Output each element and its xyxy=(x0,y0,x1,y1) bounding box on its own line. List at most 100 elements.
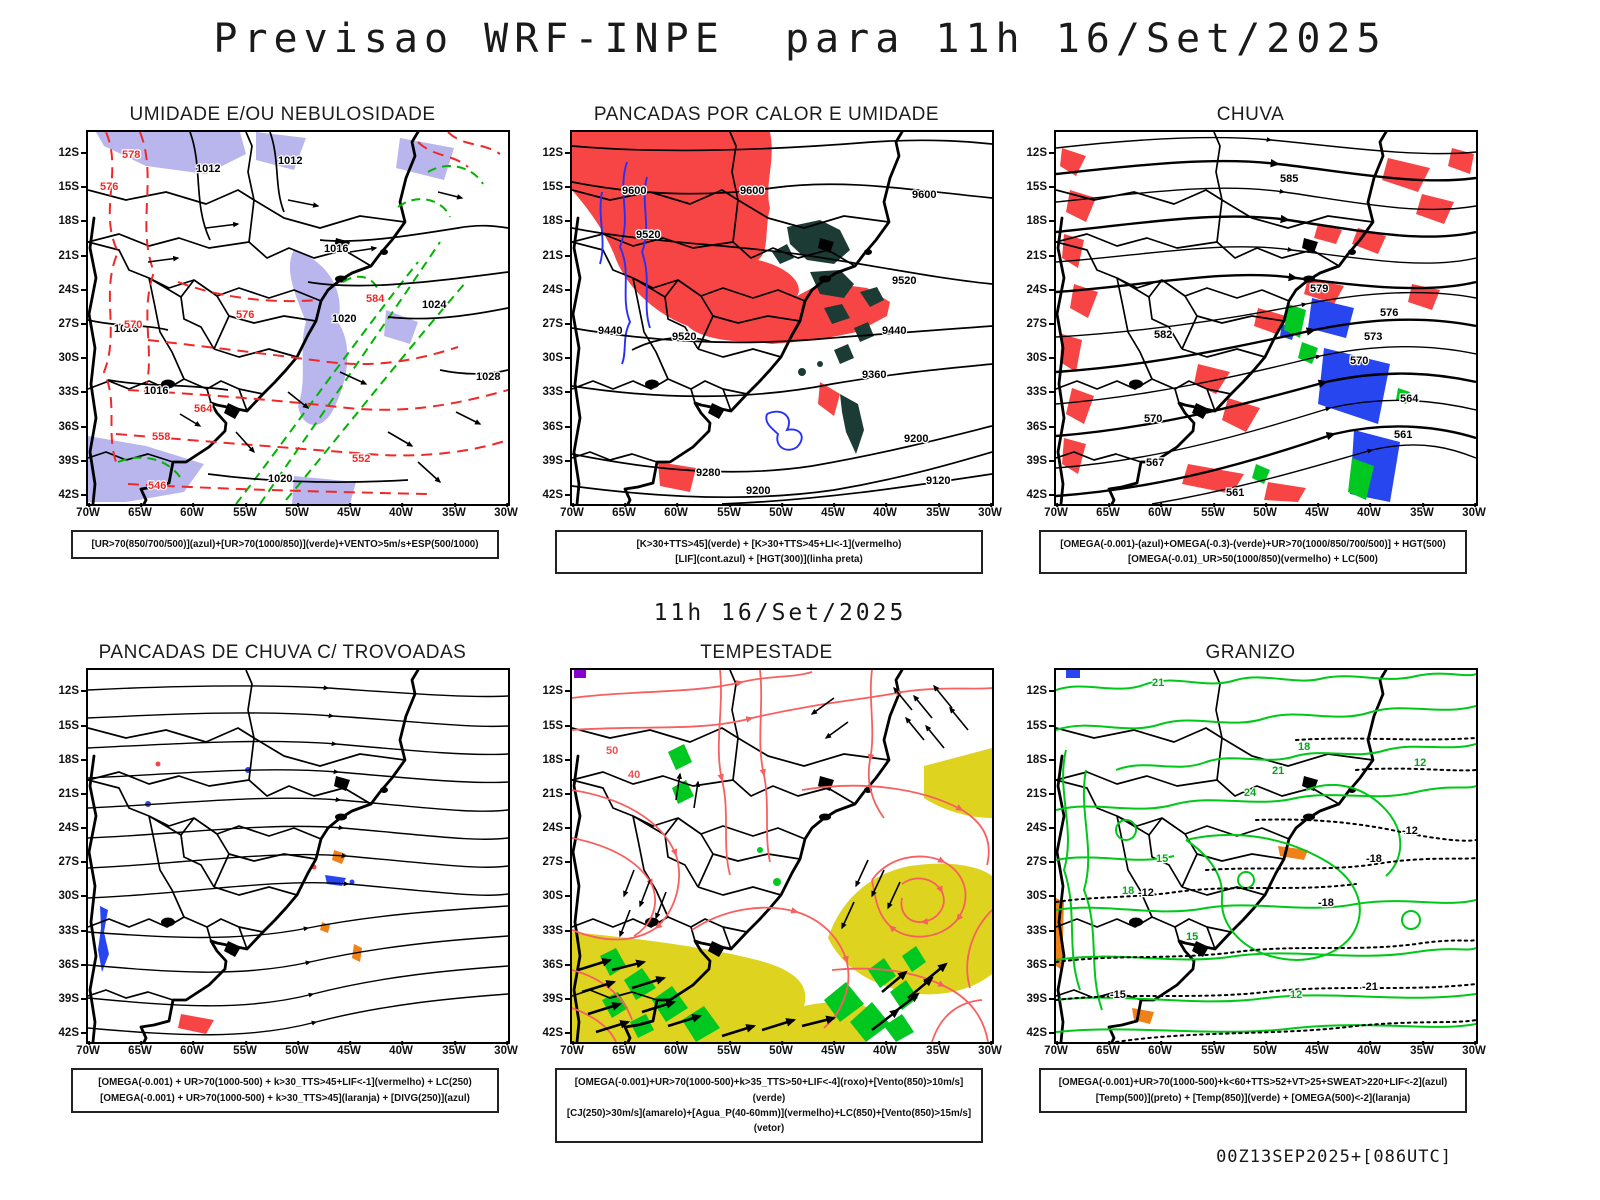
contour-value-label: 9520 xyxy=(636,229,660,241)
model-run-stamp: 00Z13SEP2025+[086UTC] xyxy=(1216,1147,1452,1168)
legend-line: [OMEGA(-0.001) + UR>70(1000-500) + k>30_… xyxy=(100,1092,470,1104)
contour-value-label: 1012 xyxy=(278,155,302,167)
lon-tick-label: 50W xyxy=(769,1041,793,1058)
contour-value-label: -15 xyxy=(1110,989,1126,1001)
lat-tick-label: 42S xyxy=(543,1026,570,1040)
lon-tick-label: 40W xyxy=(1357,503,1381,519)
lat-tick-label: 39S xyxy=(59,992,86,1006)
lon-tick-label: 30W xyxy=(978,503,1002,519)
lon-tick-label: 30W xyxy=(494,503,518,519)
lon-tick-label: 65W xyxy=(128,503,152,519)
lon-tick-label: 70W xyxy=(1044,503,1068,519)
lon-tick-label: 30W xyxy=(1462,1041,1486,1058)
lon-tick-label: 50W xyxy=(1253,503,1277,519)
lon-tick-label: 70W xyxy=(1044,1041,1068,1058)
contour-value-label: 9440 xyxy=(882,325,906,337)
contour-value-label: 40 xyxy=(628,769,640,781)
contour-value-label: -21 xyxy=(1362,981,1378,993)
map-granizo: 21 18 12 21 24 15 18 15 12 -12 -18 -12 -18 -21 -15 xyxy=(1054,668,1478,1045)
lon-tick-label: 35W xyxy=(926,503,950,519)
lon-tick-label: 45W xyxy=(1305,1041,1329,1058)
lon-tick-label: 65W xyxy=(612,1041,636,1058)
legend-box: [OMEGA(-0.001)-(azul)+OMEGA(-0.3)-(verde… xyxy=(1039,530,1467,575)
legend-line: [Temp(500)](preto) + [Temp(850)](verde) … xyxy=(1095,1092,1411,1104)
contour-value-label: 15 xyxy=(1186,931,1198,943)
contour-value-label: 584 xyxy=(366,293,385,305)
lat-axis: 12S 15S 18S 21S 24S 27S 30S 33S 36S 39S 42S xyxy=(55,130,86,502)
panel-umidade: UMIDADE E/OU NEBULOSIDADE 12S 15S 18S 21S 24… xyxy=(55,104,518,574)
contour-value-label: 9600 xyxy=(912,189,936,201)
contour-value-label: 579 xyxy=(1310,283,1328,295)
contour-value-label: 576 xyxy=(100,181,118,193)
contour-value-label: -12 xyxy=(1138,887,1154,899)
lat-tick-label: 18S xyxy=(59,214,86,228)
lat-tick-label: 33S xyxy=(59,924,86,938)
lon-tick-label: 70W xyxy=(560,1041,584,1058)
panel-chuva: CHUVA 12S 15S 18S 21S 24S 27S 30S 33S 36S 39S 42S xyxy=(1023,104,1486,575)
lon-tick-label: 60W xyxy=(664,503,688,519)
contour-value-label: 21 xyxy=(1152,677,1164,689)
lat-tick-label: 15S xyxy=(543,719,570,733)
lon-tick-label: 55W xyxy=(233,503,257,519)
lat-tick-label: 27S xyxy=(1027,317,1054,331)
contour-value-label: 564 xyxy=(194,403,213,415)
contour-value-label: 552 xyxy=(352,453,370,465)
lon-tick-label: 35W xyxy=(442,503,466,519)
lon-tick-label: 70W xyxy=(76,1041,100,1058)
contour-value-label: -18 xyxy=(1318,897,1334,909)
contour-value-label: 9600 xyxy=(740,185,764,197)
legend-line: [OMEGA(-0.001) + UR>70(1000-500) + k>30_… xyxy=(98,1077,472,1089)
lat-tick-label: 15S xyxy=(59,719,86,733)
legend-box: [K>30+TTS>45](verde) + [K>30+TTS>45+LI<-… xyxy=(555,530,983,575)
contour-value-label: 1028 xyxy=(476,371,500,383)
lon-tick-label: 40W xyxy=(873,1041,897,1058)
lat-tick-label: 36S xyxy=(59,958,86,972)
lat-tick-label: 30S xyxy=(543,889,570,903)
lat-axis: 12S 15S 18S 21S 24S 27S 30S 33S 36S 39S 42S xyxy=(1023,668,1054,1040)
lon-tick-label: 45W xyxy=(337,503,361,519)
contour-value-label: 570 xyxy=(1350,355,1368,367)
lat-tick-label: 18S xyxy=(1027,214,1054,228)
bottom-row: PANCADAS DE CHUVA C/ TROVOADAS 12S 15S 18S… xyxy=(0,642,1600,1144)
lat-tick-label: 27S xyxy=(543,855,570,869)
legend-box: [UR>70(850/700/500)](azul)+[UR>70(1000/8… xyxy=(71,530,499,560)
legend-box: [OMEGA(-0.001)+UR>70(1000-500)+k>35_TTS>… xyxy=(555,1068,983,1144)
map-umidade: 1012 1012 1016 1016 1020 1024 1028 1016 1020 578 5… xyxy=(86,130,510,506)
lat-tick-label: 33S xyxy=(543,924,570,938)
lat-tick-label: 18S xyxy=(59,753,86,767)
lon-tick-label: 55W xyxy=(1201,503,1225,519)
lat-tick-label: 39S xyxy=(59,454,86,468)
lon-tick-label: 60W xyxy=(1148,1041,1172,1058)
panel-granizo: GRANIZO 12S 15S 18S 21S 24S 27S 30S 33S 36S 39S 42… xyxy=(1023,642,1486,1143)
lat-tick-label: 15S xyxy=(1027,180,1054,194)
lon-tick-label: 70W xyxy=(76,503,100,519)
lat-tick-label: 21S xyxy=(543,249,570,263)
lat-tick-label: 42S xyxy=(1027,1026,1054,1040)
map-chuva: 585 582 579 576 573 570 570 567 564 561 561 xyxy=(1054,130,1478,506)
lat-tick-label: 27S xyxy=(59,317,86,331)
contour-value-label: 24 xyxy=(1244,787,1257,799)
legend-box: [OMEGA(-0.001)+UR>70(1000-500)+k<60+TTS>… xyxy=(1039,1068,1467,1113)
lat-tick-label: 24S xyxy=(1027,283,1054,297)
contour-value-label: 570 xyxy=(124,319,142,331)
map-pancadas-calor: 9600 9600 9600 9520 9520 9520 9440 9440 9360 9280… xyxy=(570,130,994,506)
lat-tick-label: 36S xyxy=(543,420,570,434)
contour-value-label: 12 xyxy=(1414,757,1426,769)
lon-tick-label: 35W xyxy=(926,1041,950,1058)
lon-axis: 70W 65W 60W 55W 50W 45W 40W 35W 30W xyxy=(76,503,518,523)
lon-tick-label: 70W xyxy=(560,503,584,519)
lon-tick-label: 55W xyxy=(717,503,741,519)
lat-tick-label: 24S xyxy=(543,283,570,297)
lat-tick-label: 42S xyxy=(59,488,86,502)
lat-tick-label: 27S xyxy=(59,855,86,869)
map-pancadas-trovoadas xyxy=(86,668,510,1045)
lat-tick-label: 30S xyxy=(543,351,570,365)
lat-tick-label: 18S xyxy=(1027,753,1054,767)
lon-tick-label: 50W xyxy=(1253,1041,1277,1058)
lat-tick-label: 27S xyxy=(1027,855,1054,869)
contour-value-label: 567 xyxy=(1146,457,1164,469)
lat-tick-label: 15S xyxy=(543,180,570,194)
legend-box: [OMEGA(-0.001) + UR>70(1000-500) + k>30_… xyxy=(71,1068,499,1113)
lat-tick-label: 12S xyxy=(1027,146,1054,160)
lon-tick-label: 50W xyxy=(769,503,793,519)
